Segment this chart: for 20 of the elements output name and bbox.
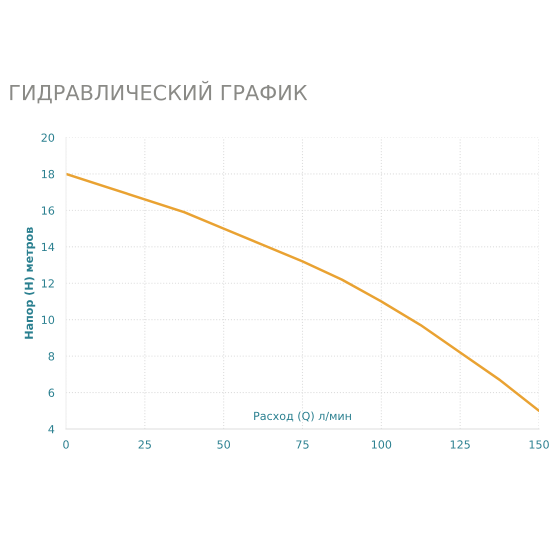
x-axis-title: Расход (Q) л/мин (254, 412, 351, 422)
y-tick-label: 20 (42, 133, 54, 142)
y-tick-label: 18 (42, 170, 54, 178)
x-tick-label: 75 (296, 440, 309, 449)
y-tick-label: 14 (42, 242, 54, 252)
y-tick-label: 8 (48, 352, 54, 361)
y-tick-label: 6 (48, 388, 54, 397)
y-tick-label: 16 (42, 206, 54, 215)
x-tick-label: 25 (138, 440, 151, 449)
y-tick-label: 4 (48, 425, 54, 434)
x-tick-label: 125 (450, 440, 470, 449)
x-tick-label: 100 (372, 440, 392, 449)
y-tick-label: 12 (42, 279, 54, 288)
y-axis-title: Напор (H) метров (24, 227, 36, 339)
x-tick-label: 0 (63, 440, 69, 449)
x-tick-label: 50 (217, 440, 230, 449)
line-series (66, 172, 539, 412)
y-tick-label: 10 (42, 316, 54, 324)
chart-title: ГИДРАВЛИЧЕСКИЙ ГРАФИК (10, 80, 308, 104)
x-tick-label: 150 (530, 440, 549, 449)
